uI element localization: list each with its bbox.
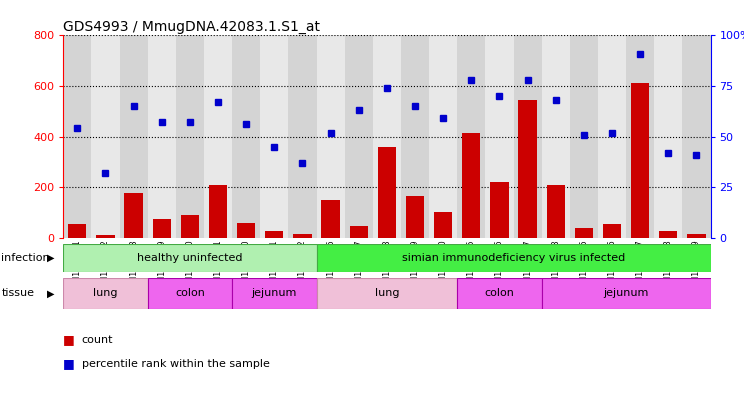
Text: count: count (82, 335, 113, 345)
Bar (237, 222, 255, 238)
Bar (570, 35, 598, 238)
Bar (63, 35, 92, 238)
Bar (316, 35, 344, 238)
Bar (659, 231, 678, 238)
Bar (603, 224, 621, 238)
Bar (344, 35, 373, 238)
Bar (485, 35, 513, 238)
Bar (181, 215, 199, 238)
Bar (316, 244, 711, 272)
Bar (574, 228, 593, 238)
Text: ■: ■ (63, 333, 75, 347)
Bar (293, 234, 312, 238)
Bar (153, 219, 171, 238)
Bar (458, 35, 485, 238)
Text: infection: infection (1, 253, 50, 263)
Bar (406, 196, 424, 238)
Bar (434, 213, 452, 238)
Text: jejunum: jejunum (603, 288, 649, 298)
Bar (687, 234, 705, 238)
Text: lung: lung (93, 288, 118, 298)
Bar (519, 100, 536, 238)
Text: colon: colon (175, 288, 205, 298)
Bar (147, 35, 176, 238)
Bar (458, 278, 542, 309)
Bar (542, 278, 711, 309)
Bar (350, 226, 368, 238)
Text: percentile rank within the sample: percentile rank within the sample (82, 358, 270, 369)
Bar (542, 35, 570, 238)
Bar (490, 182, 509, 238)
Bar (232, 278, 316, 309)
Bar (265, 231, 283, 238)
Text: tissue: tissue (1, 288, 34, 298)
Text: jejunum: jejunum (251, 288, 297, 298)
Bar (204, 35, 232, 238)
Bar (429, 35, 458, 238)
Text: simian immunodeficiency virus infected: simian immunodeficiency virus infected (402, 253, 625, 263)
Text: ■: ■ (63, 357, 75, 370)
Bar (147, 278, 232, 309)
Text: ▶: ▶ (47, 253, 54, 263)
Bar (209, 185, 227, 238)
Bar (63, 244, 316, 272)
Bar (654, 35, 682, 238)
Bar (96, 235, 115, 238)
Bar (682, 35, 711, 238)
Bar (462, 133, 481, 238)
Bar (68, 224, 86, 238)
Text: lung: lung (375, 288, 399, 298)
Bar (598, 35, 626, 238)
Bar (321, 200, 340, 238)
Bar (316, 278, 458, 309)
Bar (626, 35, 654, 238)
Bar (124, 193, 143, 238)
Bar (232, 35, 260, 238)
Text: GDS4993 / MmugDNA.42083.1.S1_at: GDS4993 / MmugDNA.42083.1.S1_at (63, 20, 320, 34)
Bar (631, 83, 650, 238)
Text: ▶: ▶ (47, 288, 54, 298)
Text: colon: colon (484, 288, 514, 298)
Bar (289, 35, 316, 238)
Bar (373, 35, 401, 238)
Bar (513, 35, 542, 238)
Bar (120, 35, 147, 238)
Bar (176, 35, 204, 238)
Bar (63, 278, 147, 309)
Text: healthy uninfected: healthy uninfected (137, 253, 243, 263)
Bar (401, 35, 429, 238)
Bar (378, 147, 396, 238)
Bar (547, 185, 565, 238)
Bar (92, 35, 120, 238)
Bar (260, 35, 289, 238)
